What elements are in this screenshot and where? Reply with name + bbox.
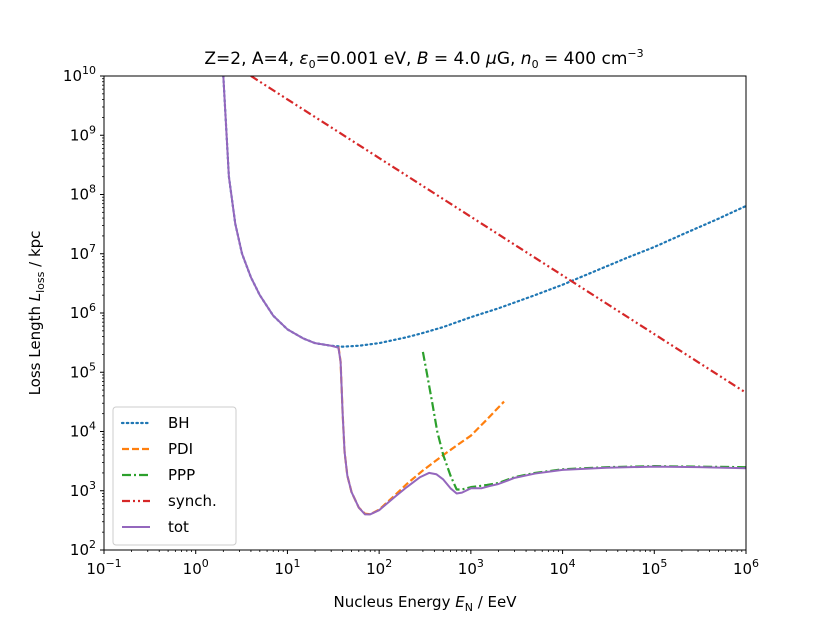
x-tick-label: 103 bbox=[458, 557, 484, 578]
legend: BH PDI PPP synch. tot bbox=[112, 406, 237, 546]
x-tick-label: 10−1 bbox=[86, 557, 121, 578]
y-tick-label: 104 bbox=[70, 420, 96, 441]
legend-label: tot bbox=[168, 518, 189, 536]
series-line-bh bbox=[222, 76, 746, 348]
x-axis-label: Nucleus Energy EN / EeV bbox=[333, 593, 517, 614]
y-tick-label: 1010 bbox=[63, 64, 96, 85]
y-tick-label: 102 bbox=[70, 538, 96, 559]
x-axis: 10−1 100 101 102 103 104 105 106 bbox=[86, 550, 759, 578]
legend-label: BH bbox=[168, 414, 190, 432]
series-line-synch bbox=[250, 76, 746, 394]
x-tick-label: 104 bbox=[550, 557, 576, 578]
y-tick-label: 108 bbox=[70, 183, 96, 204]
legend-box bbox=[112, 406, 237, 546]
legend-label: synch. bbox=[168, 492, 217, 510]
x-tick-label: 101 bbox=[274, 557, 300, 578]
y-tick-label: 107 bbox=[70, 242, 96, 263]
y-tick-label: 105 bbox=[70, 360, 96, 381]
x-tick-label: 105 bbox=[641, 557, 667, 578]
chart-title: Z=2, A=4, ε0=0.001 eV, B = 4.0 μG, n0 = … bbox=[204, 47, 643, 71]
y-tick-label: 103 bbox=[70, 479, 96, 500]
y-tick-label: 106 bbox=[70, 301, 96, 322]
y-axis-label: Loss Length Lloss / kpc bbox=[26, 231, 47, 396]
legend-label: PDI bbox=[168, 440, 193, 458]
y-axis: 102 103 104 105 106 107 108 109 1010 bbox=[63, 64, 104, 559]
x-tick-label: 106 bbox=[733, 557, 759, 578]
y-tick-label: 109 bbox=[70, 123, 96, 144]
x-tick-label: 102 bbox=[366, 557, 392, 578]
series-layer bbox=[222, 76, 746, 516]
x-tick-label: 100 bbox=[183, 557, 209, 578]
series-line-tot bbox=[222, 76, 746, 516]
legend-label: PPP bbox=[168, 466, 195, 484]
